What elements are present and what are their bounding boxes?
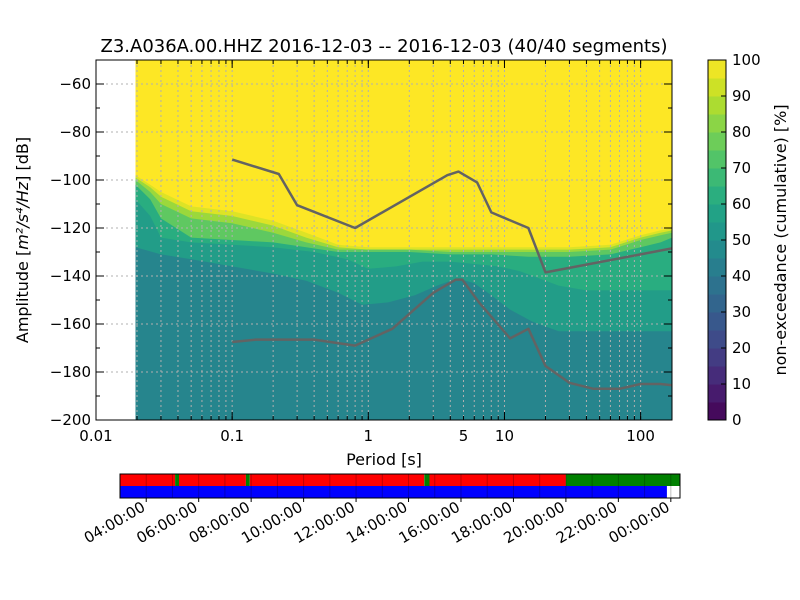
plot-frame — [95, 59, 673, 421]
colorbar-cell — [708, 150, 726, 169]
y-axis-ticks: −200 −180 −160 −140 −120 −100 −80 −60 — [50, 75, 672, 429]
x-tick-label: 100 — [626, 427, 655, 445]
colorbar-tick-label: 90 — [732, 87, 751, 105]
colorbar-cell — [708, 168, 726, 187]
colorbar-tick-label: 50 — [732, 231, 751, 249]
colorbar-tick-label: 70 — [732, 159, 751, 177]
timeline-top-segment — [245, 474, 250, 486]
grid-lines — [96, 60, 672, 420]
timeline-top-segment — [565, 474, 680, 486]
x-tick-label: 0.1 — [220, 427, 244, 445]
colorbar-cell — [708, 330, 726, 349]
timeline-top-segment — [120, 474, 176, 486]
y-axis-label: Amplitude [m²/s⁴/Hz] [dB] — [13, 137, 32, 343]
colorbar-tick-label: 10 — [732, 375, 751, 393]
y-tick-label: −180 — [50, 363, 91, 381]
series-line-0 — [231, 158, 672, 274]
colorbar-cells — [708, 60, 726, 421]
x-axis-label: Period [s] — [346, 450, 422, 469]
data-coverage-timeline: 04:00:0006:00:0008:00:0010:00:0012:00:00… — [81, 473, 681, 547]
colorbar-cell — [708, 204, 726, 223]
x-tick-label: 5 — [459, 427, 469, 445]
x-axis-ticks: 0.01 0.1 1 5 10 100 — [79, 60, 655, 445]
y-tick-label: −140 — [50, 267, 91, 285]
timeline-bottom-strip — [120, 486, 667, 498]
colorbar-cell — [708, 60, 726, 79]
timeline-top-segment — [249, 474, 425, 486]
colorbar-cell — [708, 96, 726, 115]
colorbar-tick-label: 30 — [732, 303, 751, 321]
timeline-top-segment — [179, 474, 246, 486]
y-tick-label: −160 — [50, 315, 91, 333]
timeline-bottom-segment — [120, 486, 667, 498]
y-tick-label: −60 — [59, 75, 91, 93]
y-tick-label: −120 — [50, 219, 91, 237]
density-band-b38 — [135, 247, 672, 420]
chart-title: Z3.A036A.00.HHZ 2016-12-03 -- 2016-12-03… — [101, 36, 668, 57]
colorbar-cell — [708, 366, 726, 385]
probability-density-bands — [135, 60, 672, 420]
timeline-top-segment — [429, 474, 566, 486]
colorbar-cell — [708, 276, 726, 295]
ppsd-plot: 0.01 0.1 1 5 10 100 −200−180−160−140−120−100−… — [50, 59, 673, 445]
colorbar-cell — [708, 186, 726, 205]
colorbar-tick-label: 100 — [732, 51, 761, 69]
colorbar-cell — [708, 114, 726, 133]
timeline-ticks: 04:00:0006:00:0008:00:0010:00:0012:00:00… — [81, 498, 673, 547]
colorbar-cell — [708, 240, 726, 259]
timeline-grid — [145, 474, 672, 498]
noise-model-lines — [231, 158, 672, 391]
colorbar-tick-label: 60 — [732, 195, 751, 213]
colorbar-tick-label: 40 — [732, 267, 751, 285]
timeline-top-strip — [120, 474, 680, 486]
colorbar-cell — [708, 222, 726, 241]
series-line-1 — [232, 278, 672, 391]
colorbar-cell — [708, 78, 726, 97]
colorbar-cell — [708, 312, 726, 331]
y-tick-label: −100 — [50, 171, 91, 189]
colorbar-cell — [708, 384, 726, 403]
colorbar-label: non-exceedance (cumulative) [%] — [771, 104, 790, 375]
colorbar-cell — [708, 294, 726, 313]
x-tick-label: 0.01 — [79, 427, 112, 445]
colorbar-cell — [708, 258, 726, 277]
x-tick-label: 10 — [495, 427, 514, 445]
timeline-top-segment — [424, 474, 430, 486]
colorbar-tick-label: 80 — [732, 123, 751, 141]
colorbar: 0 10 20 30 40 50 60 70 80 90 100 non-exceedance (c… — [707, 51, 790, 429]
x-tick-label: 1 — [364, 427, 374, 445]
y-tick-label: −80 — [59, 123, 91, 141]
colorbar-ticks: 0 10 20 30 40 50 60 70 80 90 100 — [721, 51, 761, 429]
colorbar-tick-label: 0 — [732, 411, 742, 429]
colorbar-tick-label: 20 — [732, 339, 751, 357]
timeline-frame — [119, 473, 681, 499]
timeline-top-segment — [175, 474, 179, 486]
y-tick-label: −200 — [50, 411, 91, 429]
colorbar-cell — [708, 402, 726, 421]
colorbar-cell — [708, 348, 726, 367]
colorbar-cell — [708, 132, 726, 151]
